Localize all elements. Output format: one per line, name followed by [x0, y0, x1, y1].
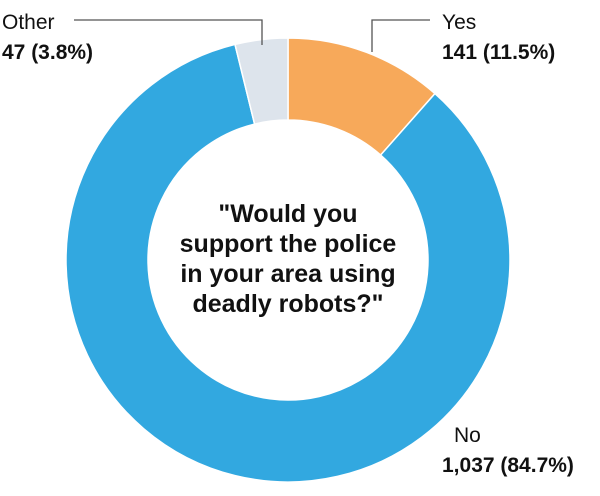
- slice-other: [234, 37, 289, 125]
- center-question-line: "Would you: [218, 200, 357, 228]
- center-question-line: deadly robots?": [192, 290, 383, 318]
- slice-value-yes: 141 (11.5%): [442, 41, 555, 64]
- slice-no: [65, 43, 511, 483]
- leader-line-yes: [371, 19, 430, 52]
- slice-value-no: 1,037 (84.7%): [442, 454, 574, 477]
- donut-slices: [65, 37, 511, 483]
- slice-label-yes: Yes: [442, 11, 476, 34]
- slice-label-no: No: [454, 424, 481, 447]
- center-question: "Would you support the police in your ar…: [180, 200, 397, 318]
- leader-line-other: [74, 19, 263, 45]
- center-question-line: in your area using: [180, 260, 395, 288]
- slice-value-other: 47 (3.8%): [2, 41, 93, 64]
- center-question-line: support the police: [180, 230, 397, 258]
- slice-label-other: Other: [2, 11, 55, 34]
